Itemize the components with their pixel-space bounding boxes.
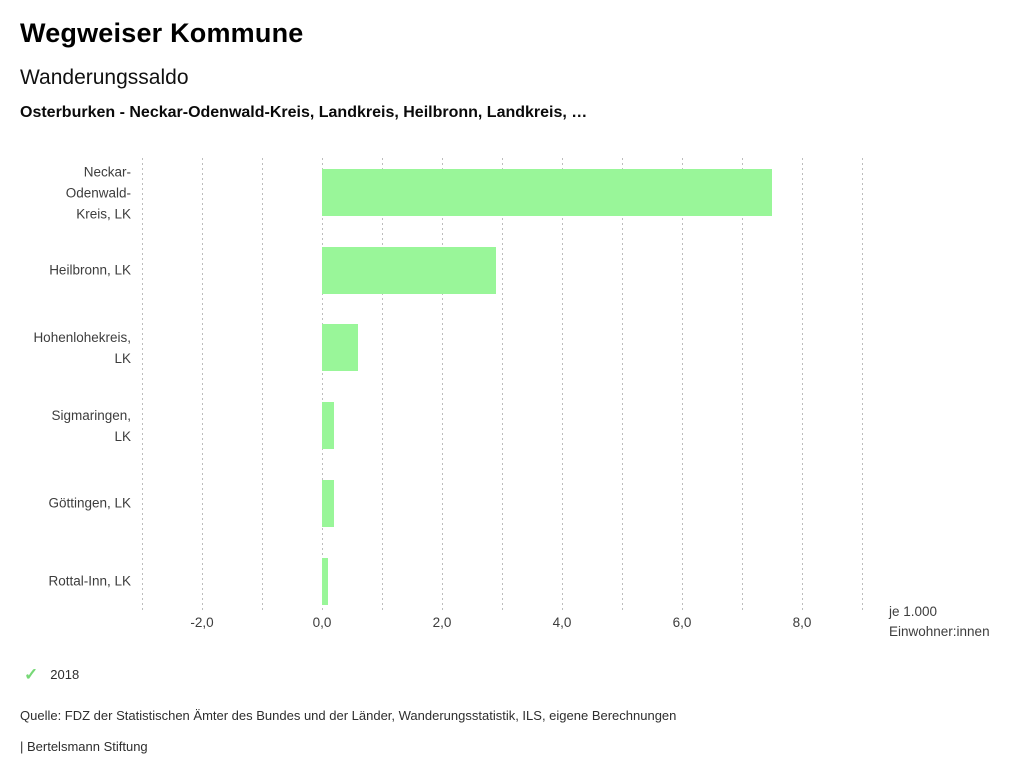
x-tick-label: -2,0 bbox=[190, 615, 214, 630]
chart-bar[interactable] bbox=[322, 479, 334, 527]
category-label: Heilbronn, LK bbox=[49, 262, 131, 278]
gridline bbox=[262, 158, 263, 612]
x-tick-label: 2,0 bbox=[432, 615, 452, 630]
source-line: Quelle: FDZ der Statistischen Ämter des … bbox=[20, 708, 677, 723]
category-label: Sigmaringen, LK bbox=[51, 407, 131, 444]
x-tick-label: 8,0 bbox=[792, 615, 812, 630]
legend-year-label: 2018 bbox=[50, 667, 80, 682]
gridline bbox=[142, 158, 143, 612]
gridline bbox=[202, 158, 203, 612]
chart-bar[interactable] bbox=[322, 169, 772, 216]
gridline bbox=[742, 158, 743, 612]
chart-bar[interactable] bbox=[322, 246, 496, 294]
gridline bbox=[562, 158, 563, 612]
x-tick-label: 4,0 bbox=[552, 615, 572, 630]
x-tick-label: 0,0 bbox=[312, 615, 332, 630]
app-title: Wegweiser Kommune bbox=[20, 18, 304, 48]
chart-bar[interactable] bbox=[322, 402, 334, 450]
chart-title: Wanderungssaldo bbox=[20, 66, 189, 89]
x-tick-label: 6,0 bbox=[672, 615, 692, 630]
axis-unit-label: je 1.000 Einwohner:innen bbox=[889, 604, 990, 639]
chart-context-line: Osterburken - Neckar-Odenwald-Kreis, Lan… bbox=[20, 104, 588, 121]
category-label: Neckar- Odenwald- Kreis, LK bbox=[65, 164, 131, 221]
category-label: Rottal-Inn, LK bbox=[48, 573, 131, 589]
gridline bbox=[862, 158, 863, 612]
check-icon: ✓ bbox=[24, 665, 39, 684]
gridline bbox=[622, 158, 623, 612]
plot-area: -2,0 0,0 2,0 4,0 6,0 8,0 bbox=[142, 158, 863, 630]
gridline bbox=[442, 158, 443, 612]
category-label: Hohenlohekreis, LK bbox=[33, 329, 131, 366]
category-labels: Neckar- Odenwald- Kreis, LK Heilbronn, LK… bbox=[0, 158, 131, 612]
legend-item-2018[interactable]: ✓ 2018 bbox=[24, 666, 79, 683]
gridline bbox=[682, 158, 683, 612]
gridline bbox=[802, 158, 803, 612]
gridline bbox=[382, 158, 383, 612]
chart-bar[interactable] bbox=[322, 557, 328, 605]
gridline bbox=[502, 158, 503, 612]
chart-bar[interactable] bbox=[322, 324, 358, 372]
category-label: Göttingen, LK bbox=[48, 495, 131, 511]
brand-line: | Bertelsmann Stiftung bbox=[20, 739, 148, 754]
gridline bbox=[322, 158, 323, 612]
